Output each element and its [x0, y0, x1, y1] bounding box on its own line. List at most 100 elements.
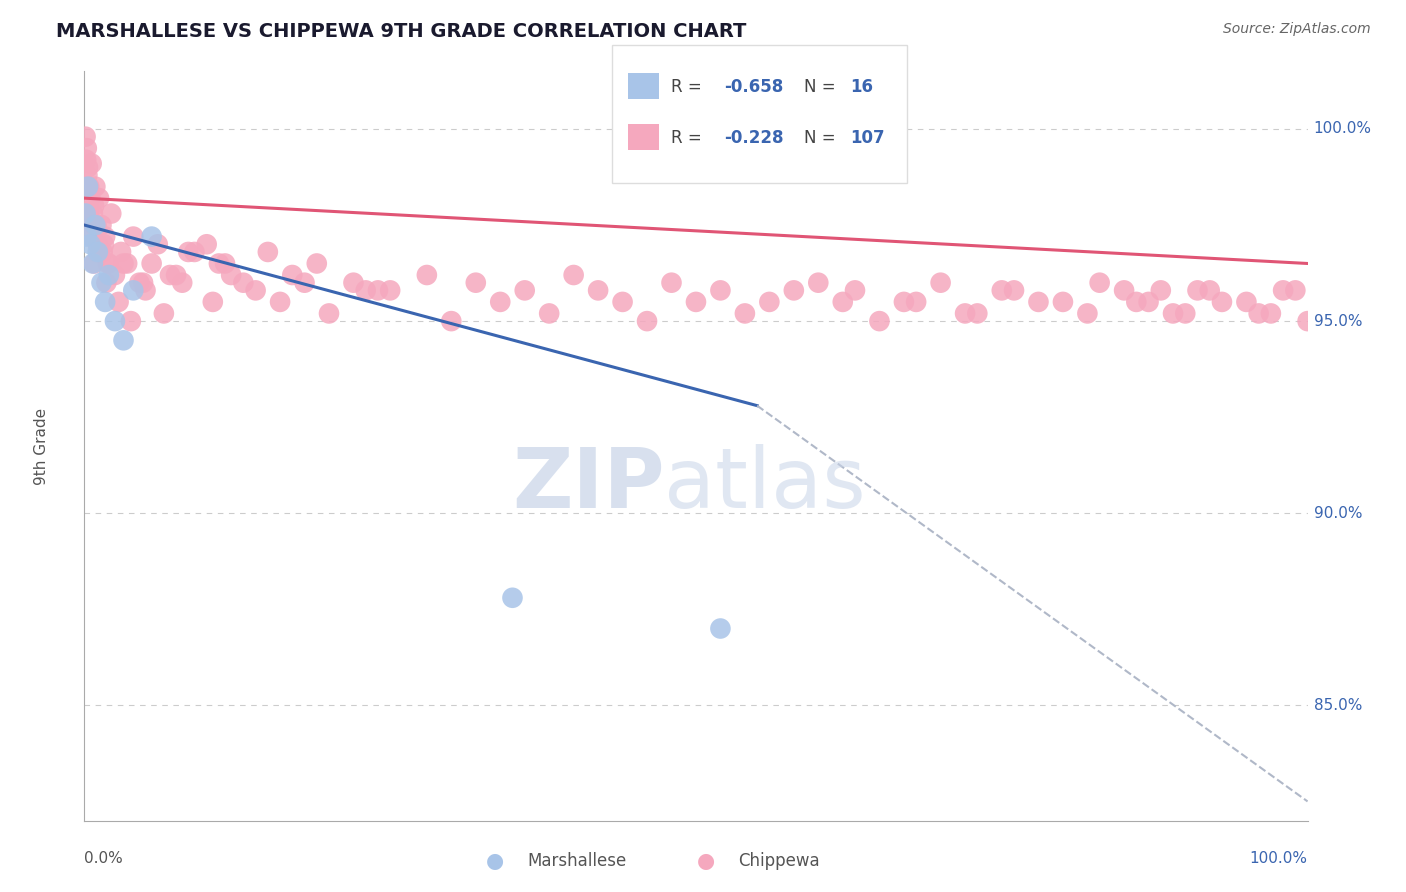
Text: 107: 107 — [851, 129, 886, 147]
Point — [87, 191, 110, 205]
Point — [709, 622, 731, 636]
Point — [84, 179, 107, 194]
Point — [1284, 284, 1306, 298]
Point — [758, 294, 780, 309]
Point — [1296, 314, 1319, 328]
Text: -0.658: -0.658 — [724, 78, 783, 96]
Point — [112, 334, 135, 348]
Text: 100.0%: 100.0% — [1313, 121, 1372, 136]
Point — [77, 179, 100, 194]
Point — [734, 306, 756, 320]
Text: N =: N = — [804, 129, 841, 147]
Point — [257, 244, 280, 259]
Text: Chippewa: Chippewa — [738, 852, 820, 870]
Text: 16: 16 — [851, 78, 873, 96]
Point — [1137, 294, 1160, 309]
Point — [83, 218, 105, 232]
Point — [1236, 294, 1258, 309]
Point — [82, 256, 104, 270]
Point — [82, 206, 104, 220]
Point — [132, 276, 155, 290]
Point — [489, 294, 512, 309]
Point — [79, 191, 101, 205]
Point — [77, 161, 100, 175]
Point — [94, 229, 117, 244]
Point — [112, 256, 135, 270]
Text: 9th Grade: 9th Grade — [34, 408, 49, 484]
Point — [869, 314, 891, 328]
Point — [86, 218, 108, 232]
Point — [165, 268, 187, 282]
Point — [83, 199, 105, 213]
Point — [79, 237, 101, 252]
Point — [783, 284, 806, 298]
Point — [80, 156, 103, 170]
Text: ●: ● — [486, 851, 503, 871]
Point — [294, 276, 316, 290]
Point — [685, 294, 707, 309]
Point — [281, 268, 304, 282]
Point — [80, 229, 103, 244]
Point — [183, 244, 205, 259]
Point — [1114, 284, 1136, 298]
Point — [416, 268, 439, 282]
Text: R =: R = — [671, 78, 707, 96]
Point — [661, 276, 683, 290]
Point — [93, 237, 115, 252]
Text: MARSHALLESE VS CHIPPEWA 9TH GRADE CORRELATION CHART: MARSHALLESE VS CHIPPEWA 9TH GRADE CORREL… — [56, 22, 747, 41]
Point — [1150, 284, 1173, 298]
Point — [90, 276, 112, 290]
Point — [96, 276, 118, 290]
Point — [1088, 276, 1111, 290]
Point — [232, 276, 254, 290]
Point — [844, 284, 866, 298]
Point — [1198, 284, 1220, 298]
Point — [141, 256, 163, 270]
Point — [104, 314, 127, 328]
Text: 0.0%: 0.0% — [84, 851, 124, 865]
Point — [905, 294, 928, 309]
Point — [502, 591, 524, 605]
Point — [318, 306, 340, 320]
Point — [146, 237, 169, 252]
Point — [1211, 294, 1233, 309]
Text: ZIP: ZIP — [512, 444, 664, 525]
Point — [83, 256, 105, 270]
Text: Source: ZipAtlas.com: Source: ZipAtlas.com — [1223, 22, 1371, 37]
Point — [97, 256, 120, 270]
Point — [893, 294, 915, 309]
Point — [107, 294, 129, 309]
Point — [90, 218, 112, 232]
Point — [538, 306, 561, 320]
Point — [76, 229, 98, 244]
Point — [612, 294, 634, 309]
Point — [966, 306, 988, 320]
Point — [464, 276, 486, 290]
Point — [562, 268, 585, 282]
Point — [100, 206, 122, 220]
Point — [219, 268, 242, 282]
Point — [76, 168, 98, 182]
Point — [440, 314, 463, 328]
Point — [128, 276, 150, 290]
Point — [141, 229, 163, 244]
Text: N =: N = — [804, 78, 841, 96]
Point — [77, 179, 100, 194]
Point — [91, 244, 114, 259]
Text: 100.0%: 100.0% — [1250, 851, 1308, 865]
Point — [122, 284, 145, 298]
Point — [75, 153, 97, 167]
Point — [76, 141, 98, 155]
Point — [342, 276, 364, 290]
Point — [1076, 306, 1098, 320]
Text: 95.0%: 95.0% — [1313, 314, 1362, 328]
Point — [87, 244, 110, 259]
Point — [75, 206, 97, 220]
Text: atlas: atlas — [664, 444, 866, 525]
Point — [1260, 306, 1282, 320]
Point — [953, 306, 976, 320]
Point — [153, 306, 176, 320]
Text: 85.0%: 85.0% — [1313, 698, 1362, 713]
Point — [1272, 284, 1295, 298]
Point — [991, 284, 1014, 298]
